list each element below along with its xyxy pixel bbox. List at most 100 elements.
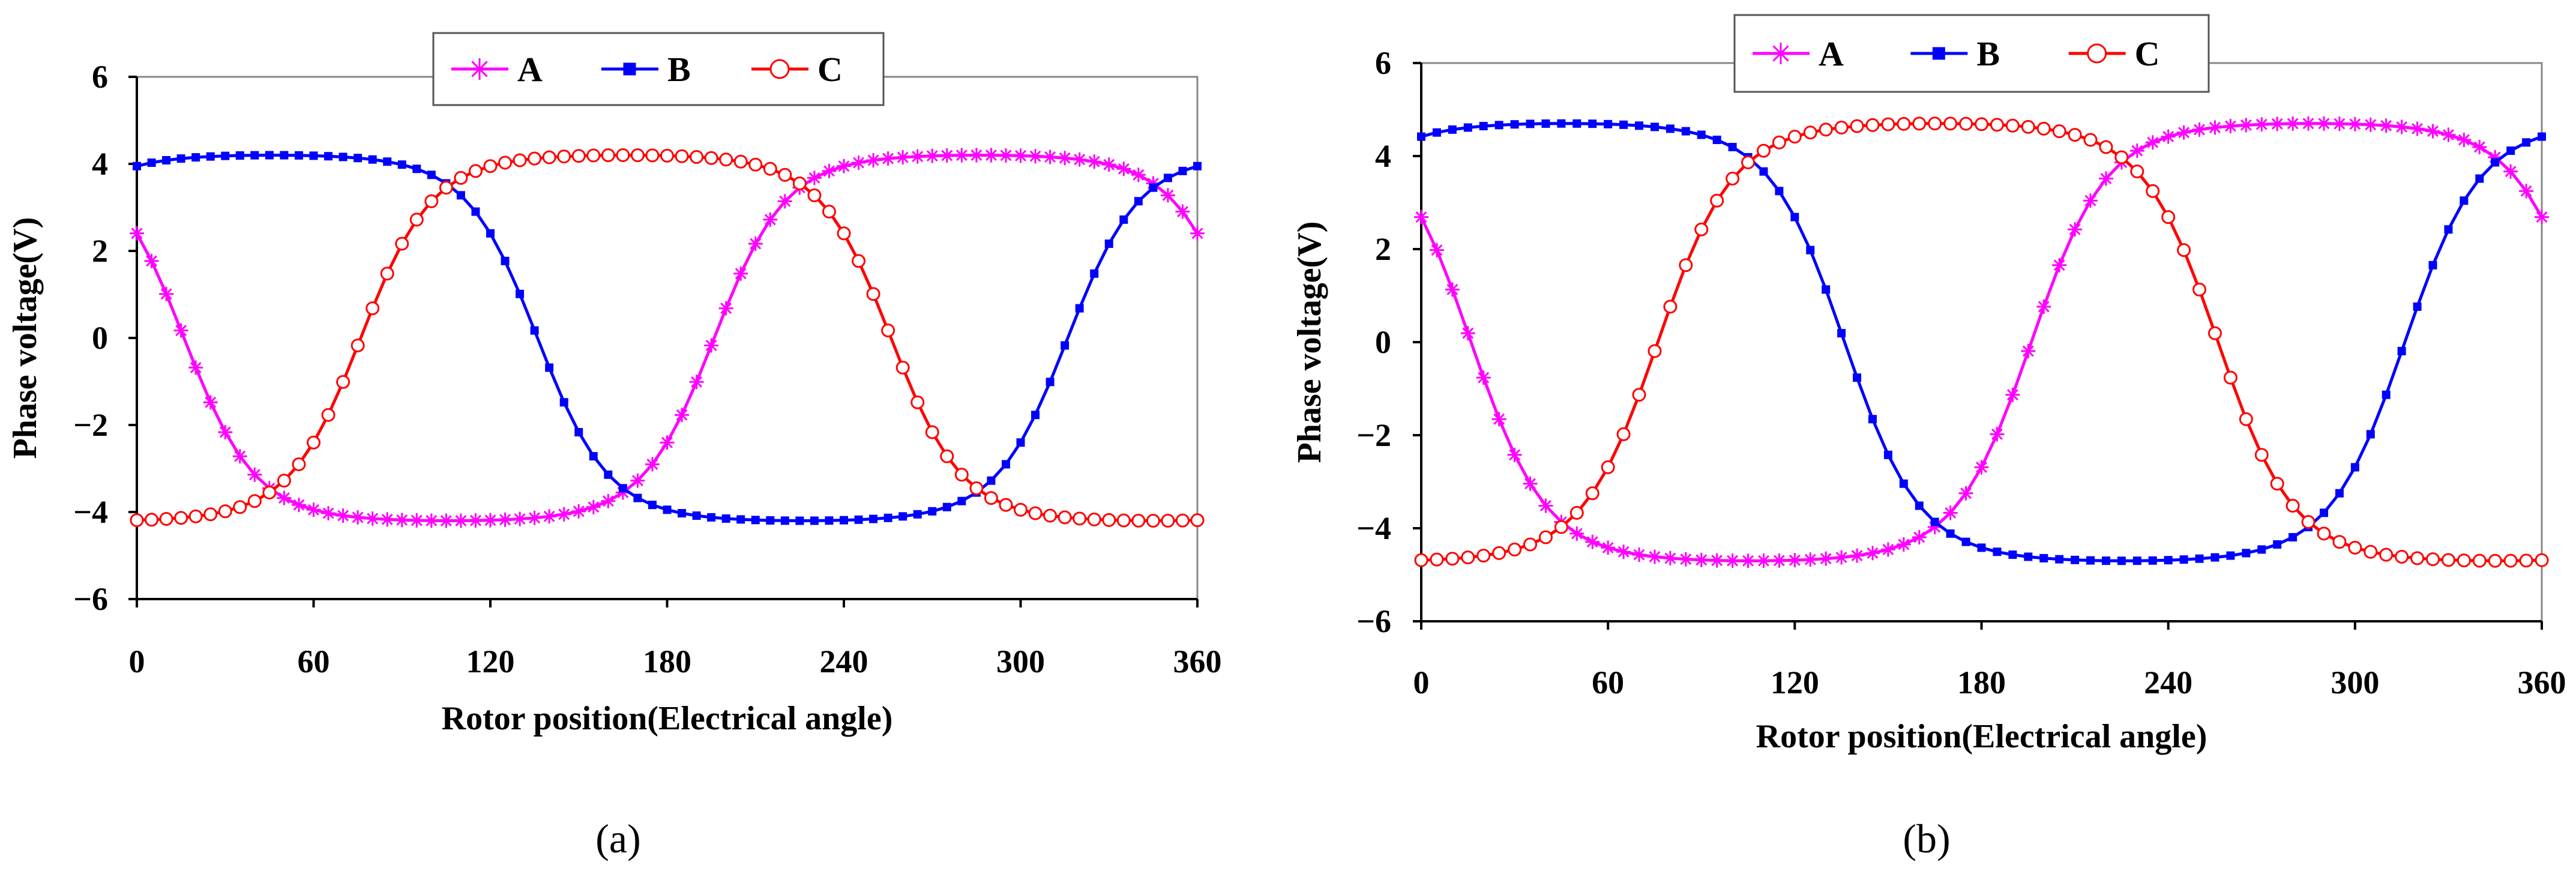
- data-point-A: [704, 338, 719, 353]
- data-point-A: [1850, 548, 1865, 563]
- data-point-C: [1975, 117, 1988, 131]
- data-point-C: [2239, 412, 2253, 426]
- data-point-C: [2472, 553, 2487, 568]
- x-axis-title: Rotor position(Electrical angle): [442, 700, 893, 737]
- data-point-B: [2538, 132, 2546, 141]
- legend-marker-B: [623, 62, 636, 76]
- data-point-C: [1569, 505, 1584, 520]
- data-point-A: [1896, 537, 1911, 552]
- data-point-B: [383, 157, 392, 166]
- data-point-A: [630, 473, 645, 488]
- data-point-A: [1491, 412, 1506, 427]
- data-point-B: [2179, 555, 2188, 564]
- data-point-A: [2472, 139, 2487, 154]
- data-point-C: [2192, 282, 2207, 297]
- data-point-C: [233, 500, 247, 514]
- data-point-B: [2428, 261, 2437, 270]
- data-point-B: [1193, 161, 1202, 170]
- data-point-A: [1043, 149, 1058, 164]
- data-point-B: [1572, 119, 1581, 128]
- data-point-A: [1538, 498, 1553, 513]
- data-point-B: [1046, 378, 1055, 387]
- data-point-C: [2052, 124, 2066, 139]
- data-point-C: [852, 254, 866, 268]
- data-point-A: [1058, 151, 1073, 166]
- data-point-A: [1087, 154, 1102, 169]
- data-point-A: [1414, 209, 1428, 225]
- data-point-A: [144, 253, 159, 268]
- data-point-C: [2036, 121, 2051, 136]
- legend: A B C: [432, 32, 885, 106]
- x-axis-title: Rotor position(Electrical angle): [1756, 718, 2207, 755]
- x-tick-label: 300: [2331, 665, 2379, 701]
- data-point-B: [412, 164, 421, 173]
- data-point-A: [1741, 553, 1756, 568]
- data-point-B: [2397, 346, 2406, 355]
- x-tick-label: 240: [820, 643, 868, 680]
- data-point-C: [2270, 477, 2284, 491]
- data-point-C: [1943, 116, 1958, 131]
- x-tick-label: 120: [1771, 665, 1819, 701]
- data-point-A: [1803, 552, 1818, 567]
- y-tick-label: 2: [1375, 231, 1391, 267]
- data-point-C: [1850, 119, 1864, 133]
- data-point-C: [2379, 547, 2394, 562]
- data-point-B: [1061, 341, 1070, 350]
- data-point-A: [1013, 148, 1028, 163]
- data-point-B: [1075, 304, 1084, 313]
- data-point-A: [394, 513, 409, 528]
- data-point-C: [969, 481, 984, 495]
- data-point-B: [1728, 142, 1737, 151]
- data-point-B: [339, 152, 348, 161]
- data-point-A: [675, 408, 690, 423]
- data-point-B: [2164, 556, 2173, 565]
- x-tick-label: 180: [643, 643, 691, 680]
- data-point-C: [881, 324, 895, 338]
- data-point-A: [763, 212, 778, 227]
- data-point-B: [397, 160, 406, 169]
- data-point-C: [1161, 513, 1175, 528]
- data-point-C: [2207, 326, 2222, 340]
- data-point-B: [2195, 554, 2204, 563]
- data-point-B: [1977, 543, 1986, 552]
- data-point-C: [984, 491, 998, 505]
- data-point-B: [265, 151, 274, 160]
- data-point-A: [1647, 549, 1662, 564]
- data-point-B: [1946, 529, 1955, 538]
- data-point-B: [501, 256, 510, 265]
- data-point-B: [2382, 390, 2391, 399]
- data-point-A: [321, 505, 336, 520]
- data-point-B: [221, 151, 230, 160]
- data-point-A: [2207, 120, 2222, 135]
- data-point-A: [2441, 127, 2456, 142]
- data-point-C: [1414, 553, 1428, 567]
- data-point-B: [574, 427, 583, 436]
- data-point-B: [1463, 123, 1472, 132]
- data-point-A: [1072, 152, 1087, 167]
- data-point-B: [1104, 240, 1113, 249]
- data-point-B: [1619, 120, 1628, 129]
- data-point-C: [1445, 552, 1460, 566]
- data-point-A: [2052, 258, 2067, 273]
- data-point-B: [2475, 174, 2484, 183]
- data-point-C: [925, 425, 939, 439]
- data-point-B: [2101, 556, 2110, 565]
- data-point-B: [1930, 517, 1939, 526]
- data-point-C: [498, 155, 513, 170]
- data-point-C: [2286, 498, 2300, 513]
- data-point-B: [2319, 508, 2328, 517]
- data-point-C: [145, 513, 159, 527]
- data-point-A: [527, 510, 542, 525]
- data-point-A: [2394, 119, 2409, 134]
- data-point-A: [468, 513, 483, 528]
- x-tick-label: 60: [298, 643, 330, 680]
- data-point-B: [1090, 269, 1099, 278]
- legend-label-B: B: [1976, 34, 2000, 73]
- x-tick-label: 240: [2144, 665, 2192, 701]
- data-point-A: [1865, 546, 1880, 561]
- legend-box: [1733, 14, 2210, 93]
- data-point-A: [380, 512, 395, 527]
- data-point-A: [2239, 118, 2254, 133]
- data-point-B: [2335, 489, 2344, 498]
